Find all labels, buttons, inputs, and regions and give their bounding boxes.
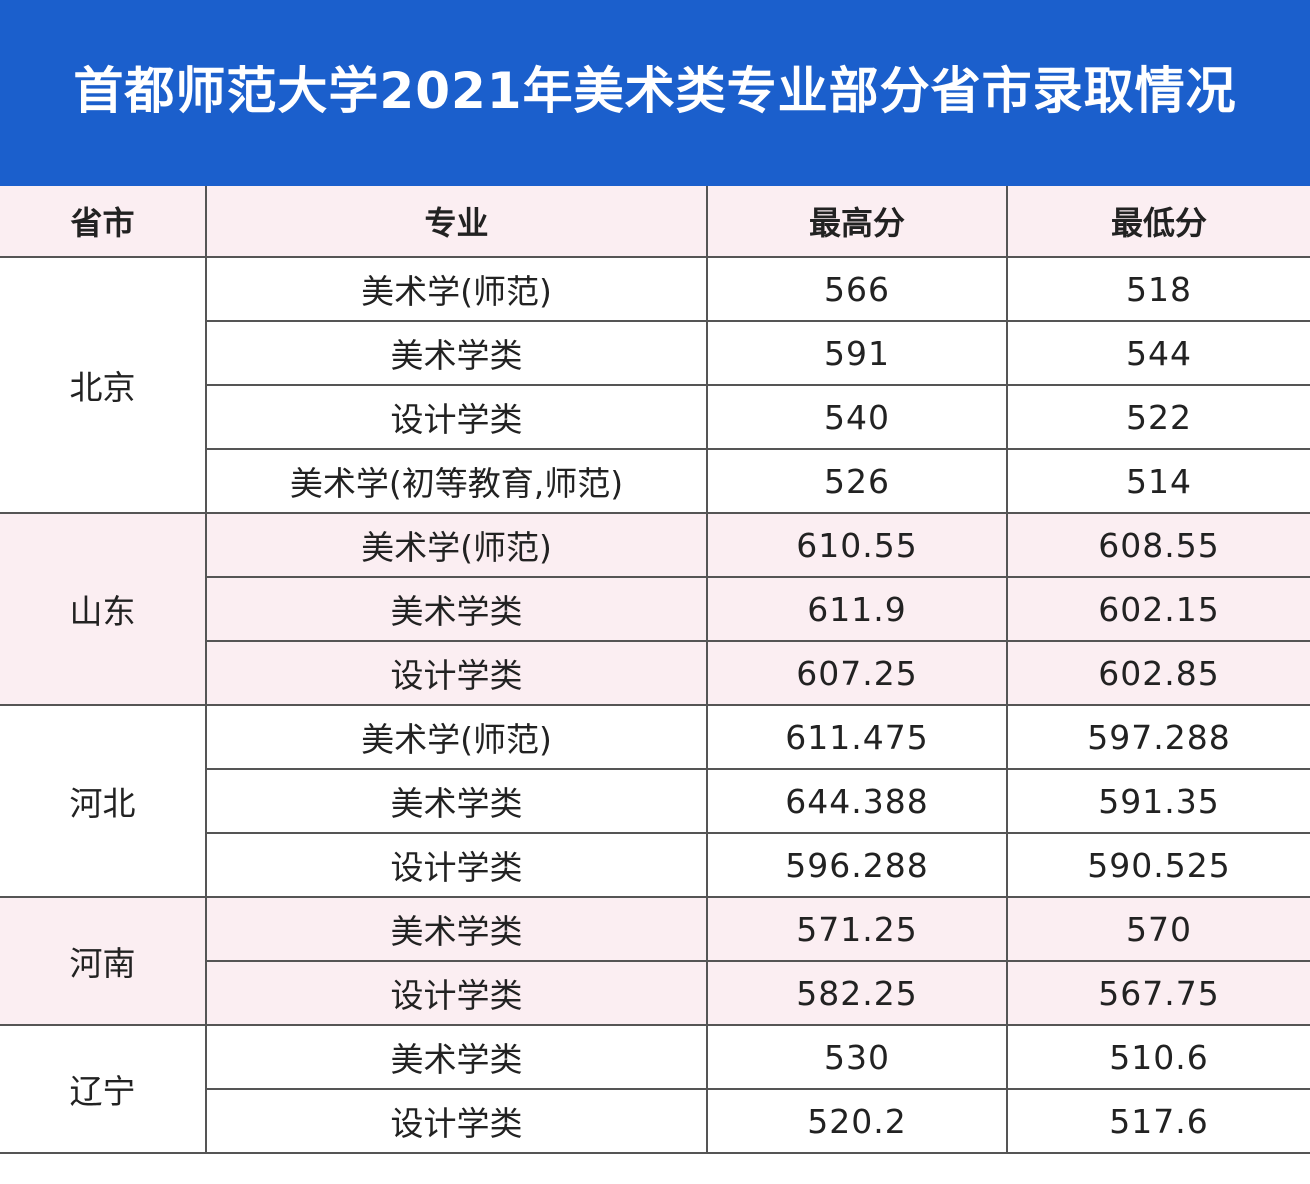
table-row: 河南 美术学类 571.25 570 (0, 896, 1310, 1026)
max-score-cell: 610.55 (706, 512, 1008, 578)
major-cell: 美术学类 (205, 1024, 708, 1090)
table-row: 设计学类 596.288 590.525 (0, 832, 1310, 898)
max-score-cell: 607.25 (706, 640, 1008, 706)
major-cell: 美术学类 (205, 576, 708, 642)
major-cell: 设计学类 (205, 384, 708, 450)
min-score-cell: 597.288 (1006, 704, 1310, 770)
table-row: 美术学类 611.9 602.15 (0, 576, 1310, 642)
table-row: 美术学类 644.388 591.35 (0, 768, 1310, 834)
table-row: 山东 美术学(师范) 610.55 608.55 (0, 512, 1310, 706)
table-row: 辽宁 美术学类 530 510.6 (0, 1024, 1310, 1154)
table-row: 北京 美术学(师范) 566 518 (0, 256, 1310, 514)
min-score-cell: 522 (1006, 384, 1310, 450)
page-title: 首都师范大学2021年美术类专业部分省市录取情况 (73, 62, 1237, 120)
min-score-cell: 602.85 (1006, 640, 1310, 706)
table-row: 设计学类 540 522 (0, 384, 1310, 450)
province-group-shandong: 山东 美术学(师范) 610.55 608.55 美术学类 611.9 602.… (0, 512, 1310, 706)
min-score-cell: 570 (1006, 896, 1310, 962)
major-cell: 设计学类 (205, 960, 708, 1026)
major-cell: 美术学类 (205, 896, 708, 962)
max-score-cell: 566 (706, 256, 1008, 322)
max-score-cell: 611.475 (706, 704, 1008, 770)
major-cell: 设计学类 (205, 1088, 708, 1154)
province-cell: 河北 (0, 704, 207, 898)
max-score-cell: 530 (706, 1024, 1008, 1090)
table-row: 设计学类 607.25 602.85 (0, 640, 1310, 706)
major-cell: 美术学(师范) (205, 512, 708, 578)
max-score-cell: 596.288 (706, 832, 1008, 898)
min-score-cell: 514 (1006, 448, 1310, 514)
min-score-cell: 602.15 (1006, 576, 1310, 642)
header-min-score: 最低分 (1006, 186, 1310, 258)
table-row: 设计学类 520.2 517.6 (0, 1088, 1310, 1154)
min-score-cell: 608.55 (1006, 512, 1310, 578)
table-row: 美术学类 591 544 (0, 320, 1310, 386)
max-score-cell: 526 (706, 448, 1008, 514)
admissions-table: 省市 专业 最高分 最低分 北京 美术学(师范) 566 518 美术学类 59… (0, 186, 1310, 1154)
header-province: 省市 (0, 186, 207, 258)
province-group-hebei: 河北 美术学(师范) 611.475 597.288 美术学类 644.388 … (0, 704, 1310, 898)
province-cell: 北京 (0, 256, 207, 514)
table-row: 设计学类 582.25 567.75 (0, 960, 1310, 1026)
max-score-cell: 540 (706, 384, 1008, 450)
province-group-liaoning: 辽宁 美术学类 530 510.6 设计学类 520.2 517.6 (0, 1024, 1310, 1154)
header-major: 专业 (205, 186, 708, 258)
major-cell: 设计学类 (205, 640, 708, 706)
min-score-cell: 517.6 (1006, 1088, 1310, 1154)
max-score-cell: 611.9 (706, 576, 1008, 642)
major-cell: 设计学类 (205, 832, 708, 898)
title-banner: 首都师范大学2021年美术类专业部分省市录取情况 (0, 0, 1310, 186)
min-score-cell: 544 (1006, 320, 1310, 386)
table-row: 河北 美术学(师范) 611.475 597.288 (0, 704, 1310, 898)
max-score-cell: 520.2 (706, 1088, 1008, 1154)
min-score-cell: 518 (1006, 256, 1310, 322)
province-group-beijing: 北京 美术学(师范) 566 518 美术学类 591 544 设计学类 540… (0, 256, 1310, 514)
header-row: 省市 专业 最高分 最低分 (0, 186, 1310, 258)
min-score-cell: 510.6 (1006, 1024, 1310, 1090)
min-score-cell: 590.525 (1006, 832, 1310, 898)
max-score-cell: 644.388 (706, 768, 1008, 834)
province-cell: 辽宁 (0, 1024, 207, 1154)
table-row: 美术学(初等教育,师范) 526 514 (0, 448, 1310, 514)
major-cell: 美术学(初等教育,师范) (205, 448, 708, 514)
province-cell: 山东 (0, 512, 207, 706)
header-max-score: 最高分 (706, 186, 1008, 258)
province-group-henan: 河南 美术学类 571.25 570 设计学类 582.25 567.75 (0, 896, 1310, 1026)
major-cell: 美术学类 (205, 320, 708, 386)
major-cell: 美术学(师范) (205, 256, 708, 322)
min-score-cell: 591.35 (1006, 768, 1310, 834)
major-cell: 美术学(师范) (205, 704, 708, 770)
min-score-cell: 567.75 (1006, 960, 1310, 1026)
max-score-cell: 571.25 (706, 896, 1008, 962)
major-cell: 美术学类 (205, 768, 708, 834)
max-score-cell: 591 (706, 320, 1008, 386)
province-cell: 河南 (0, 896, 207, 1026)
max-score-cell: 582.25 (706, 960, 1008, 1026)
